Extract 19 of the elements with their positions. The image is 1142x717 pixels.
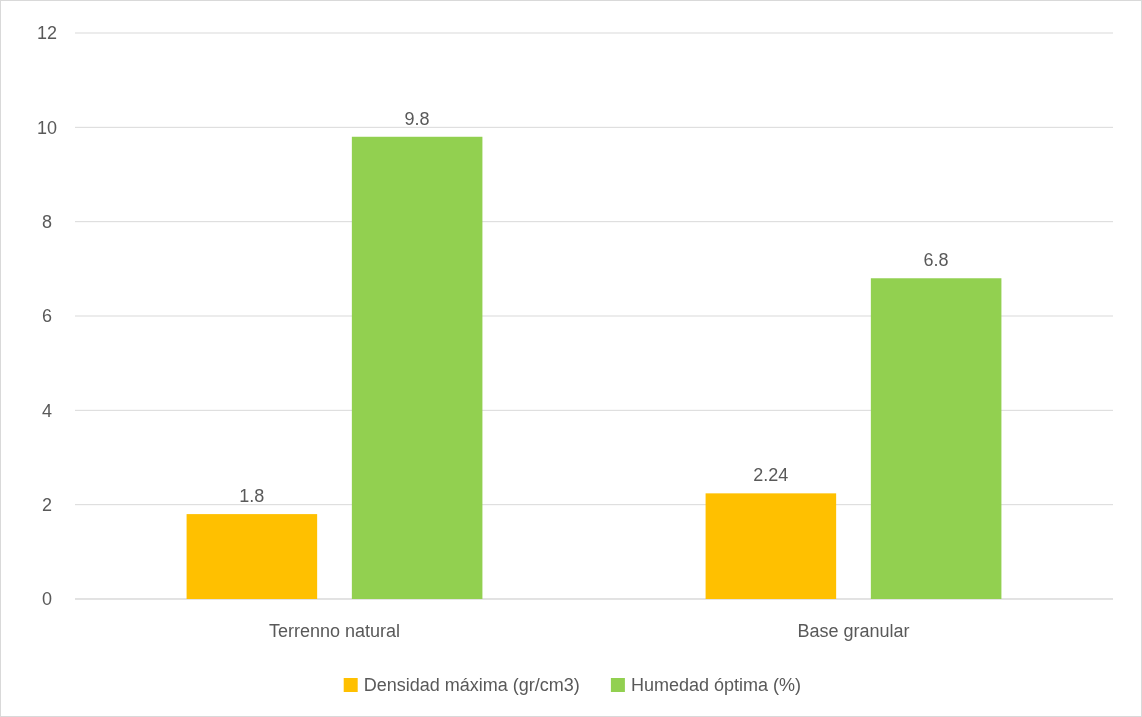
data-label: 2.24 [753, 465, 789, 486]
y-tick-label: 10 [36, 117, 58, 138]
legend-label: Humedad óptima (%) [630, 675, 801, 696]
y-tick-label: 12 [36, 23, 58, 44]
legend-label: Densidad máxima (gr/cm3) [363, 675, 580, 696]
y-tick-label: 2 [41, 494, 53, 515]
y-tick-label: 8 [41, 211, 53, 232]
y-tick-label: 0 [41, 589, 53, 610]
bar [186, 514, 318, 599]
data-label: 9.8 [404, 108, 430, 129]
data-label: 6.8 [923, 250, 949, 271]
y-tick-label: 6 [41, 306, 53, 327]
x-tick-label: Base granular [797, 621, 910, 641]
bar [870, 278, 1002, 599]
data-label: 1.8 [239, 486, 265, 507]
x-tick-label: Terrenno natural [268, 621, 401, 641]
bar [351, 136, 483, 599]
bar [705, 493, 837, 599]
y-tick-label: 4 [41, 400, 53, 421]
